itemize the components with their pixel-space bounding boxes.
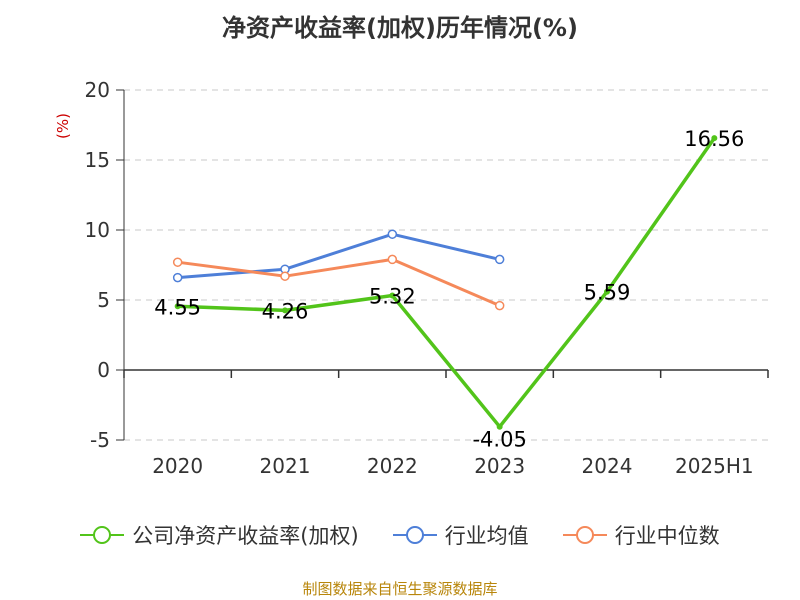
series-point-0: [604, 288, 610, 295]
y-tick-label: -5: [90, 428, 110, 452]
x-tick-label: 2020: [152, 454, 203, 478]
series-point-2: [280, 271, 290, 281]
legend-item-industry-mean[interactable]: 行业均值: [392, 520, 529, 550]
x-tick-label: 2021: [260, 454, 311, 478]
series-line-0: [177, 137, 716, 429]
chart-title: 净资产收益率(加权)历年情况(%): [222, 14, 578, 42]
y-axis-label: (%): [54, 113, 72, 139]
series-point-2: [387, 254, 398, 265]
data-label: -4.05: [472, 428, 526, 452]
legend-marker-mean-icon: [392, 526, 437, 544]
legend-marker-median-icon: [562, 526, 607, 544]
legend-item-company[interactable]: 公司净资产收益率(加权): [80, 520, 359, 550]
data-label: 4.55: [154, 295, 201, 319]
y-tick-label: 0: [97, 358, 110, 382]
series-point-2: [494, 300, 505, 311]
x-tick-label: 2024: [582, 454, 633, 478]
series-point-1: [387, 229, 398, 239]
y-tick-label: 20: [85, 78, 110, 102]
x-tick-label: 2023: [474, 454, 525, 478]
series-point-1: [494, 254, 505, 265]
series-point-0: [174, 303, 181, 310]
data-label: 5.59: [584, 281, 631, 305]
series-point-2: [172, 257, 183, 267]
series-point-0: [389, 292, 396, 299]
y-tick-label: 10: [85, 218, 110, 242]
legend: 公司净资产收益率(加权) 行业均值 行业中位数: [0, 520, 800, 550]
y-tick-label: 15: [85, 148, 110, 172]
data-label: 4.26: [262, 299, 309, 323]
series-line-2: [177, 257, 501, 307]
legend-label-company: 公司净资产收益率(加权): [132, 524, 359, 548]
x-tick-label: 2025H1: [675, 454, 754, 478]
series-point-0: [282, 307, 288, 314]
y-tick-label: 5: [97, 288, 110, 312]
legend-label-industry-mean: 行业均值: [444, 524, 529, 548]
data-label: 5.32: [369, 285, 416, 309]
source-note: 制图数据来自恒生聚源数据库: [302, 580, 498, 598]
x-tick-label: 2022: [367, 454, 418, 478]
legend-label-industry-median: 行业中位数: [614, 524, 720, 548]
data-label: 16.56: [684, 127, 744, 151]
series-point-1: [172, 272, 183, 283]
legend-marker-company-icon: [80, 526, 125, 544]
series-point-0: [711, 135, 718, 142]
legend-item-industry-median[interactable]: 行业中位数: [562, 520, 720, 550]
series-line-1: [177, 232, 501, 280]
series-point-0: [496, 423, 503, 430]
